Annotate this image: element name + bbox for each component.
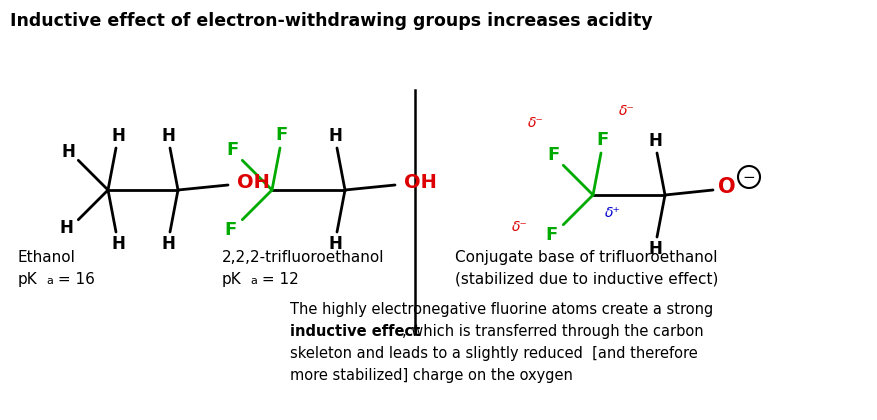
Text: a: a [250,276,257,286]
Text: more stabilized] charge on the oxygen: more stabilized] charge on the oxygen [289,368,572,383]
Text: OH: OH [403,173,436,192]
Text: −: − [742,170,754,184]
Text: Ethanol: Ethanol [18,250,75,265]
Text: H: H [647,132,661,150]
Text: = 12: = 12 [257,272,298,287]
Text: H: H [111,235,125,253]
Text: H: H [328,127,341,145]
Text: H: H [60,219,73,237]
Text: , which is transferred through the carbon: , which is transferred through the carbo… [402,324,702,339]
Text: F: F [545,226,557,244]
Text: Inductive effect of electron-withdrawing groups increases acidity: Inductive effect of electron-withdrawing… [10,12,652,30]
Text: H: H [160,127,175,145]
Text: δ⁻: δ⁻ [618,104,634,118]
Text: a: a [46,276,53,286]
Text: δ⁻: δ⁻ [527,116,543,130]
Text: F: F [226,141,239,159]
Text: The highly electronegative fluorine atoms create a strong: The highly electronegative fluorine atom… [289,302,712,317]
Text: H: H [160,235,175,253]
Text: OH: OH [236,173,269,192]
Text: δ⁺: δ⁺ [604,206,620,220]
Text: H: H [328,235,341,253]
Text: pK: pK [222,272,241,287]
Text: Conjugate base of trifluoroethanol: Conjugate base of trifluoroethanol [454,250,717,265]
Text: F: F [224,220,236,239]
Text: O: O [717,177,735,197]
Text: H: H [61,143,75,161]
Text: (stabilized due to inductive effect): (stabilized due to inductive effect) [454,272,717,287]
Text: = 16: = 16 [53,272,95,287]
Text: H: H [111,127,125,145]
Text: δ⁻: δ⁻ [510,220,527,234]
Text: F: F [596,131,609,149]
Text: pK: pK [18,272,38,287]
Text: inductive effect: inductive effect [289,324,420,339]
Text: skeleton and leads to a slightly reduced  [and therefore: skeleton and leads to a slightly reduced… [289,346,697,361]
Text: F: F [546,146,559,164]
Text: H: H [647,240,661,258]
Text: 2,2,2-trifluoroethanol: 2,2,2-trifluoroethanol [222,250,384,265]
Text: F: F [275,126,288,144]
